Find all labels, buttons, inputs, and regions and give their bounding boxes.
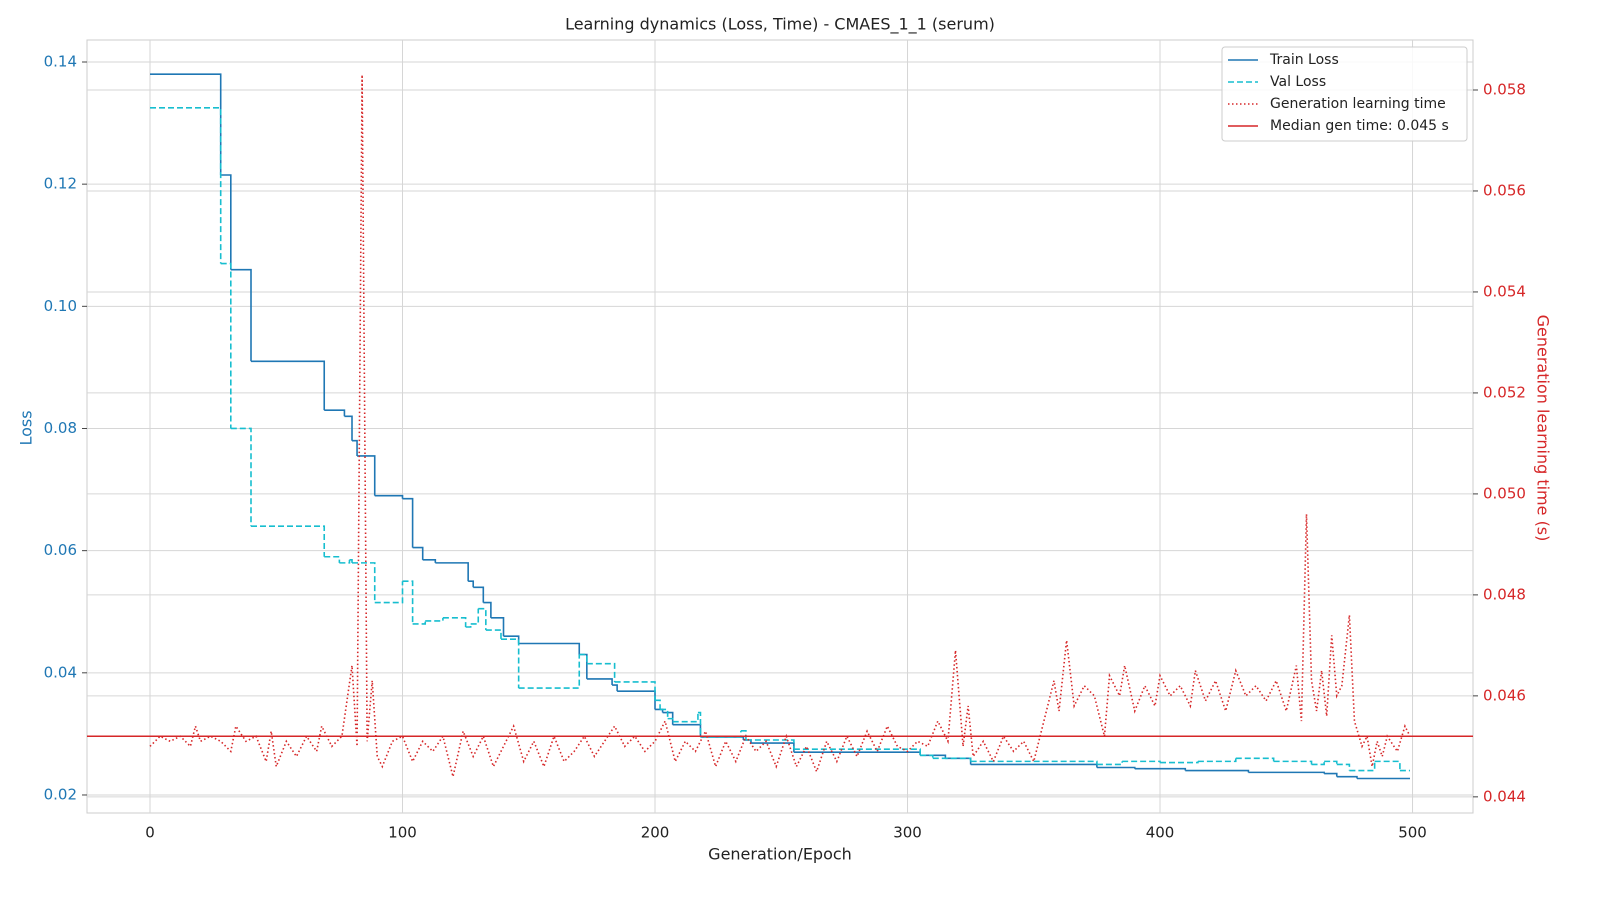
x-tick-label: 100 [388, 824, 417, 842]
step-segment [442, 617, 467, 628]
legend-label: Median gen time: 0.045 s [1270, 118, 1449, 134]
step-segment [220, 174, 232, 270]
y2-axis-label: Generation learning time (s) [1534, 315, 1553, 542]
step-segment [500, 638, 520, 689]
step-segment [230, 427, 252, 527]
step-segment [374, 494, 404, 499]
step-segment [920, 754, 934, 759]
step-segment [478, 607, 487, 631]
step-segment [344, 415, 353, 441]
step-segment [435, 562, 469, 582]
step-segment [1336, 775, 1358, 779]
step-segment [1324, 760, 1338, 765]
step-segment [667, 717, 674, 722]
step-segment [662, 711, 674, 725]
step-segment [422, 559, 437, 563]
step-segment [655, 699, 661, 710]
y2-tick-label: 0.044 [1483, 787, 1526, 805]
step-segment [470, 608, 480, 625]
y2-tick-label: 0.052 [1483, 383, 1526, 401]
x-tick-label: 400 [1146, 824, 1175, 842]
y-tick-label: 0.02 [44, 785, 77, 803]
step-segment [614, 681, 656, 701]
legend-label: Val Loss [1270, 74, 1326, 90]
step-segment [1336, 763, 1351, 771]
step-segment [1273, 760, 1313, 765]
legend-box [1221, 46, 1468, 142]
step-segment [412, 620, 427, 625]
step-segment [230, 268, 252, 362]
step-segment [518, 642, 581, 655]
plot-area [86, 39, 1474, 814]
step-segment [697, 711, 702, 737]
chart-title: Learning dynamics (Loss, Time) - CMAES_1… [565, 15, 995, 35]
y2-tick-label: 0.046 [1483, 686, 1526, 704]
y2-tick-label: 0.056 [1483, 181, 1526, 199]
step-segment [251, 525, 326, 557]
x-tick-label: 200 [641, 824, 670, 842]
step-segment [1349, 761, 1376, 772]
step-segment [374, 581, 404, 604]
step-segment [1235, 757, 1275, 762]
y-tick-label: 0.10 [44, 297, 77, 315]
step-segment [485, 629, 502, 640]
step-segment [1197, 758, 1237, 763]
step-segment [932, 757, 972, 762]
step-segment [468, 580, 475, 588]
step-segment [357, 455, 376, 496]
x-tick-label: 0 [145, 824, 155, 842]
y2-tick-label: 0.048 [1483, 585, 1526, 603]
step-segment [352, 562, 376, 603]
step-segment [745, 739, 795, 750]
y2-tick-label: 0.054 [1483, 282, 1526, 300]
step-segment [465, 623, 472, 628]
step-segment [970, 760, 1098, 765]
x-tick-label: 500 [1398, 824, 1427, 842]
step-segment [339, 559, 351, 564]
step-segment [586, 678, 613, 686]
step-segment [473, 586, 485, 603]
legend-label: Train Loss [1269, 52, 1339, 68]
step-segment [1324, 772, 1338, 777]
step-segment [1311, 761, 1325, 766]
step-segment [660, 708, 669, 719]
y-tick-label: 0.04 [44, 663, 77, 681]
y-tick-label: 0.12 [44, 175, 77, 193]
step-segment [352, 439, 358, 456]
step-segment [612, 684, 618, 692]
step-segment [324, 555, 341, 563]
step-segment [402, 497, 414, 548]
step-segment [220, 262, 232, 429]
step-segment [579, 653, 588, 664]
step-segment [586, 662, 616, 682]
step-segment [402, 580, 414, 624]
y2-tick-label: 0.050 [1483, 484, 1526, 502]
y-tick-label: 0.06 [44, 541, 77, 559]
step-segment [490, 617, 505, 637]
x-tick-label: 300 [893, 824, 922, 842]
legend-label: Generation learning time [1270, 96, 1446, 112]
step-segment [251, 360, 326, 411]
step-segment [1134, 767, 1187, 771]
y-tick-label: 0.14 [44, 52, 77, 70]
y-axis-label: Loss [17, 410, 36, 445]
x-axis-label: Generation/Epoch [708, 845, 852, 864]
y2-tick-label: 0.058 [1483, 80, 1526, 98]
step-segment [1096, 761, 1123, 766]
step-segment [483, 601, 492, 618]
y-tick-label: 0.08 [44, 419, 77, 437]
step-segment [150, 107, 222, 264]
step-segment [425, 617, 444, 622]
step-segment [920, 754, 947, 759]
step-segment [412, 546, 424, 560]
step-segment [793, 748, 921, 756]
step-segment [518, 654, 581, 689]
step-segment [1374, 760, 1401, 771]
step-segment [324, 409, 346, 417]
step-segment [672, 712, 699, 723]
step-segment [349, 559, 353, 563]
